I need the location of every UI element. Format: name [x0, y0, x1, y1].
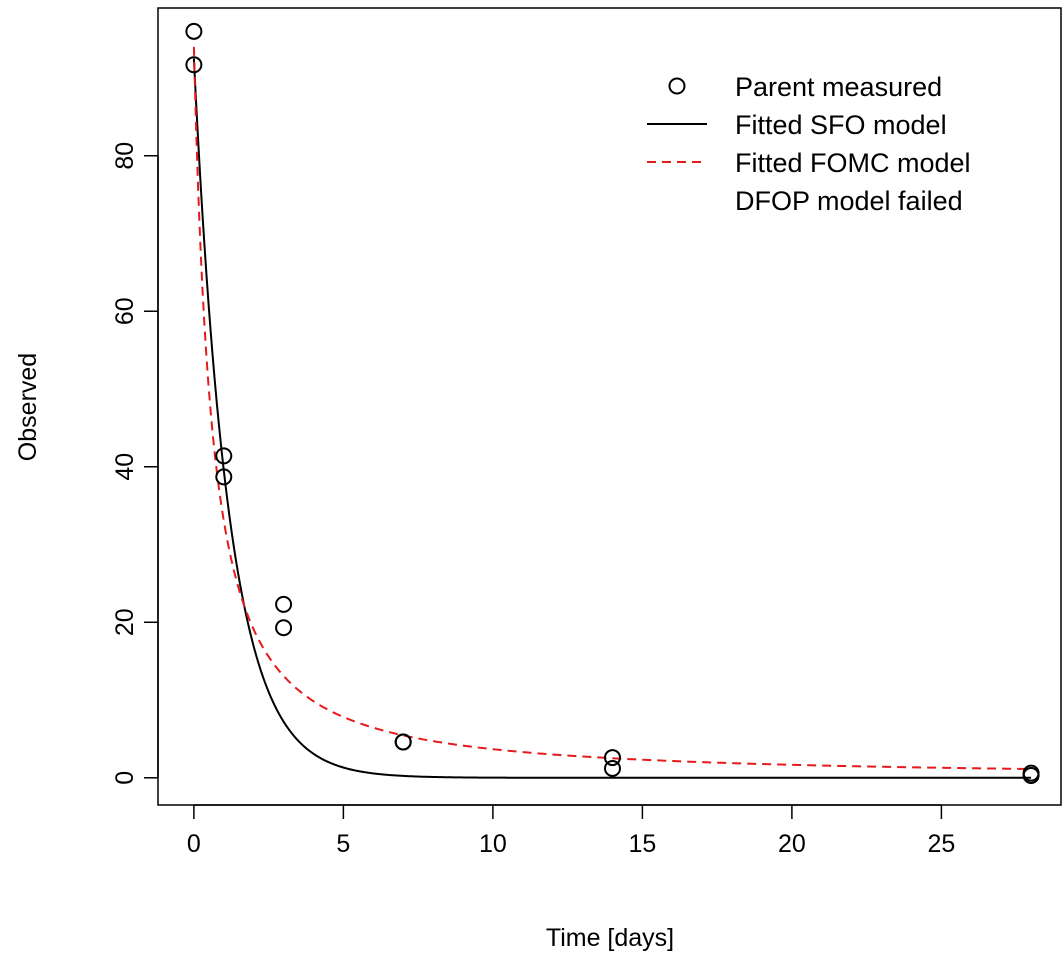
x-tick-label: 5: [336, 830, 350, 858]
legend-label: DFOP model failed: [735, 186, 963, 216]
data-point: [603, 759, 621, 777]
data-point: [185, 22, 203, 40]
y-axis-title: Observed: [14, 353, 42, 461]
x-axis: 0 5 10 15 20 25: [187, 804, 955, 858]
data-point: [275, 595, 293, 613]
sfo-curve: [192, 58, 1032, 779]
data-point: [185, 56, 203, 74]
fitted-curves: [192, 46, 1032, 779]
x-tick-label: 25: [927, 830, 955, 858]
data-point: [1022, 764, 1040, 782]
y-tick-label: 60: [111, 297, 139, 325]
data-point: [275, 619, 293, 637]
legend-label: Parent measured: [735, 72, 942, 102]
legend-label: Fitted SFO model: [735, 110, 947, 140]
data-point: [394, 733, 412, 751]
data-points: [185, 22, 1040, 784]
legend-label: Fitted FOMC model: [735, 148, 971, 178]
x-axis-title: Time [days]: [546, 924, 674, 952]
data-point: [215, 447, 233, 465]
data-point: [215, 468, 233, 486]
data-point: [603, 749, 621, 767]
x-tick-label: 15: [628, 830, 656, 858]
y-tick-label: 20: [111, 608, 139, 636]
x-tick-label: 0: [187, 830, 201, 858]
x-tick-label: 10: [479, 830, 507, 858]
legend: Parent measured Fitted SFO model Fitted FO…: [647, 72, 971, 216]
legend-circle-symbol: [668, 77, 686, 95]
y-tick-label: 0: [111, 771, 139, 785]
y-axis: 0 20 40 60 80: [111, 142, 159, 785]
y-tick-label: 80: [111, 142, 139, 170]
y-tick-label: 40: [111, 453, 139, 481]
fomc-curve: [192, 46, 1032, 771]
x-tick-label: 20: [778, 830, 806, 858]
